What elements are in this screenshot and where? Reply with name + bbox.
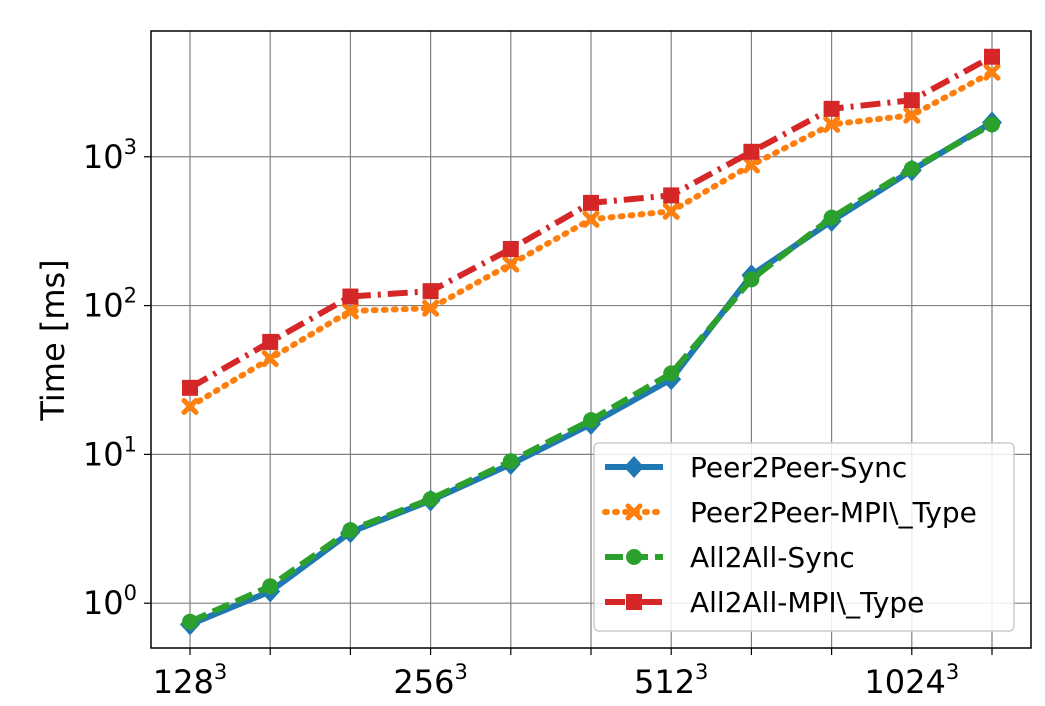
- legend: Peer2Peer-Sync Peer2Peer-MPI\_Type All2All…: [593, 442, 1015, 632]
- data-point: [823, 100, 840, 117]
- legend-label: All2All-MPI\_Type: [690, 586, 924, 619]
- data-point: [823, 209, 840, 226]
- x-tick-label: 5123: [634, 660, 708, 701]
- data-point: [261, 350, 279, 368]
- data-point: [422, 299, 440, 317]
- legend-label: All2All-Sync: [690, 541, 855, 574]
- data-point: [262, 578, 279, 595]
- data-point: [742, 156, 760, 174]
- data-point: [582, 210, 600, 228]
- data-point: [181, 397, 199, 415]
- data-point: [983, 63, 1001, 81]
- data-point: [182, 613, 198, 630]
- y-tick-label: 101: [83, 432, 137, 473]
- y-tick-label: 100: [83, 581, 137, 622]
- data-point: [743, 143, 760, 160]
- series-1: [181, 63, 1001, 415]
- series-2: [182, 116, 1000, 630]
- data-point: [903, 160, 920, 177]
- y-tick-label: 103: [83, 135, 137, 176]
- data-point: [342, 522, 359, 539]
- data-point: [422, 491, 439, 508]
- data-point: [341, 302, 359, 320]
- data-point: [422, 283, 439, 300]
- legend-label: Peer2Peer-Sync: [690, 451, 907, 484]
- data-point: [583, 412, 599, 429]
- legend-box: [593, 442, 1015, 632]
- data-point: [984, 48, 1000, 65]
- data-point: [583, 194, 599, 211]
- legend-label: Peer2Peer-MPI\_Type: [690, 496, 977, 529]
- data-point: [342, 288, 359, 305]
- data-point: [903, 106, 921, 124]
- data-point: [663, 365, 680, 382]
- legend-marker: [626, 549, 642, 565]
- data-point: [903, 92, 920, 109]
- x-tick-label: 2563: [393, 660, 467, 701]
- series-group: [180, 48, 1002, 636]
- y-axis-title: Time [ms]: [34, 259, 72, 421]
- legend-marker: [626, 594, 642, 610]
- ticks: [144, 156, 993, 655]
- x-tick-label: 10243: [864, 660, 959, 701]
- data-point: [182, 379, 198, 396]
- data-point: [743, 271, 760, 288]
- data-point: [663, 187, 680, 204]
- data-point: [662, 202, 680, 220]
- data-point: [502, 255, 520, 273]
- legend-marker: [624, 456, 644, 478]
- data-point: [984, 116, 1000, 133]
- tick-labels: 100 101 102 103 1283 2563 5123 10243: [83, 135, 959, 701]
- x-tick-label: 1283: [153, 660, 227, 701]
- data-point: [502, 453, 519, 470]
- data-point: [502, 240, 519, 257]
- data-point: [262, 333, 279, 350]
- y-tick-label: 102: [83, 284, 137, 325]
- legend-marker: [625, 503, 643, 521]
- data-point: [823, 115, 841, 133]
- series-3: [182, 48, 1000, 396]
